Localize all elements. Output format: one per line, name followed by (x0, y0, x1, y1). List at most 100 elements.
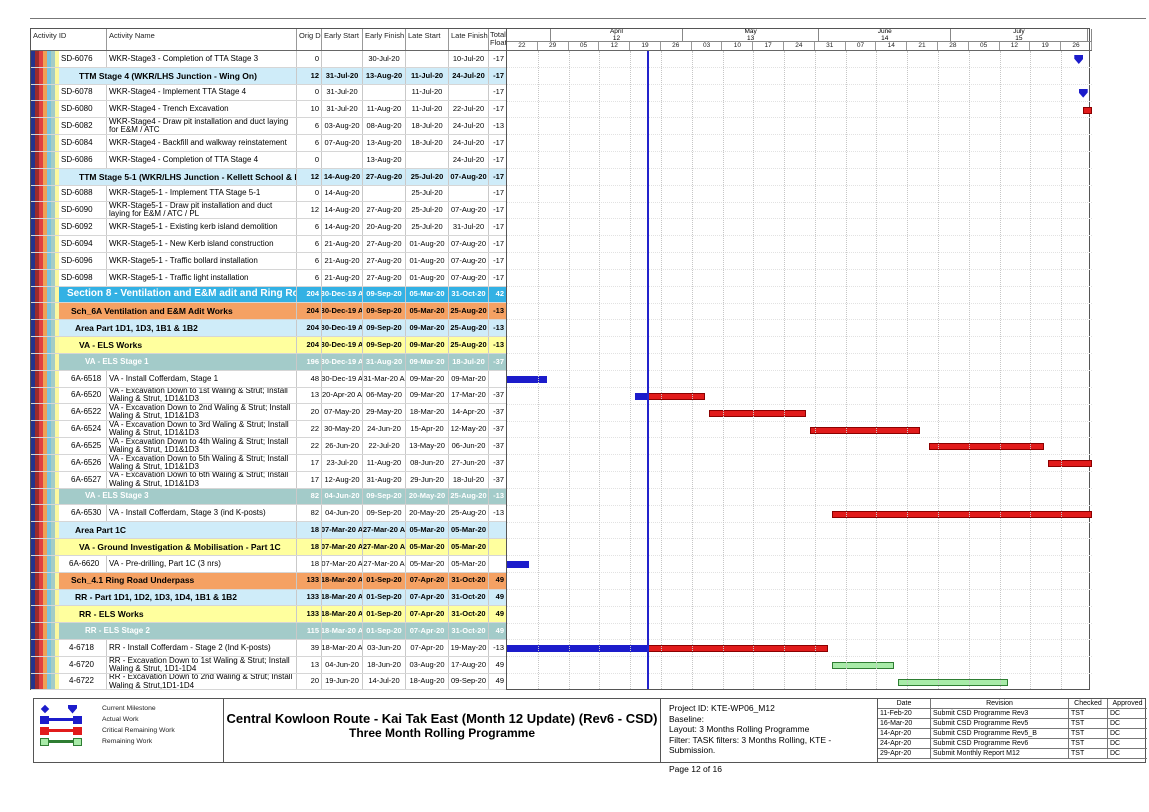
legend-item: Critical Remaining Work (40, 725, 223, 736)
value-cell: 07-Mar-20 A (322, 555, 363, 572)
gantt-row-separator (507, 83, 1092, 85)
value-cell: 17 (297, 471, 322, 488)
value-cell: 01-Sep-20 (363, 589, 406, 606)
value-cell: 6 (297, 236, 322, 252)
activity-id-cell: SD-6084 (59, 135, 107, 151)
value-cell: -17 (493, 255, 504, 265)
value-cell: -17 (493, 137, 504, 147)
wbs-color-stripes (31, 252, 59, 269)
value-cell: 17-Mar-20 (449, 387, 489, 404)
schedule-sheet: Activity ID Activity Name Orig Dur Early… (30, 28, 1092, 691)
wbs-color-stripes (31, 219, 59, 236)
wbs-color-stripes (31, 471, 59, 488)
band-row: RR - ELS Works 133 18-Mar-20 A 01-Sep-20 07-… (31, 606, 506, 624)
gantt-week-gridline (599, 51, 601, 689)
value-cell: -37 (493, 356, 504, 366)
value-cell: 07-Aug-20 (449, 168, 489, 185)
value-cell: 82 (297, 505, 322, 522)
value-cell: 27-Jun-20 (449, 454, 489, 471)
wbs-color-stripes (31, 589, 59, 606)
value-cell: 0 (297, 185, 322, 202)
programme-title-box: Central Kowloon Route - Kai Tak East (Mo… (224, 699, 661, 762)
value-cell (489, 539, 506, 555)
bar-line-icon (49, 718, 73, 721)
band-row: VA - ELS Stage 3 82 04-Jun-20 09-Sep-20 20-M… (31, 488, 506, 506)
activity-name-cell: WKR-Stage4 - Backfill and walkway reinst… (107, 135, 297, 151)
gantt-row-separator (507, 471, 1092, 473)
gantt-row-separator (507, 454, 1092, 456)
value-cell: 21-Aug-20 (322, 252, 363, 269)
activity-row: SD-6090 WKR-Stage5-1 - Draw pit installat… (31, 202, 506, 220)
timeline-week-tick: 19 (1030, 42, 1062, 50)
value-cell: 09-Sep-20 (363, 303, 406, 320)
value-cell: 10-Jul-20 (449, 51, 489, 67)
revision-cell: TST (1069, 749, 1108, 758)
activity-row: 6A-6520 VA - Excavation Down to 1st Walin… (31, 387, 506, 405)
value-cell: 25-Aug-20 (449, 320, 489, 337)
value-cell: 24-Jul-20 (449, 135, 489, 151)
value-cell: -37 (493, 390, 504, 400)
timeline-months-row: April 12 May 13 June 14 July 15 (507, 29, 1092, 42)
value-cell: 07-Apr-20 (406, 639, 449, 656)
project-info-line: Project ID: KTE-WP06_M12 (669, 703, 775, 713)
milestone-marker (1074, 55, 1084, 64)
value-cell: -17 (493, 70, 504, 80)
value-cell: 49 (495, 625, 504, 635)
value-cell: 05-Mar-20 (449, 522, 489, 539)
value-cell: 31-Aug-20 (363, 471, 406, 488)
revision-cell: 24-Apr-20 (878, 739, 931, 748)
revision-cell: DC (1110, 730, 1121, 737)
value-cell: 31-Jul-20 (322, 67, 363, 84)
bar-legend-icon (40, 726, 102, 736)
activity-name-cell: WKR-Stage5-1 - Traffic bollard installat… (107, 252, 297, 269)
gantt-week-gridline (630, 51, 632, 689)
timeline-month-june: June 14 (819, 29, 952, 41)
band-title: Section 8 - Ventilation and E&M adit and… (59, 286, 297, 303)
value-cell: -37 (493, 424, 504, 434)
value-cell: 13-Aug-20 (363, 67, 406, 84)
value-cell: 09-Mar-20 (406, 337, 449, 353)
activity-name-cell: WKR-Stage3 - Completion of TTA Stage 3 (107, 51, 297, 67)
value-cell: 30-Dec-19 A (322, 337, 363, 353)
value-cell: -17 (493, 272, 504, 282)
activity-id-cell: SD-6096 (59, 252, 107, 269)
gantt-bar-remaining (832, 662, 895, 670)
milestone-marker (1078, 88, 1088, 98)
activity-row: 4-6718 RR - Install Cofferdam - Stage 2 (… (31, 639, 506, 657)
value-cell: -17 (493, 87, 504, 97)
activity-row: 6A-6524 VA - Excavation Down to 3rd Walin… (31, 421, 506, 439)
wbs-color-stripes (31, 639, 59, 656)
value-cell: 14-Aug-20 (322, 219, 363, 236)
activity-row: SD-6094 WKR-Stage5-1 - New Kerb island co… (31, 236, 506, 253)
revision-header-row: Date Revision Checked Approved (878, 699, 1147, 709)
gantt-row-separator (507, 151, 1092, 153)
gantt-bar-actual (634, 392, 648, 400)
timeline-week-tick: 12 (1000, 42, 1031, 50)
value-cell: 13 (297, 387, 322, 404)
revision-cell: Submit CSD Programme Rev5_B (931, 729, 1069, 738)
wbs-color-stripes (31, 673, 59, 690)
legend-box: Current Milestone Actual Work Critical Rem… (34, 699, 224, 762)
value-cell: 25-Jul-20 (406, 185, 449, 202)
activity-row: 6A-6527 VA - Excavation Down to 6th Walin… (31, 471, 506, 489)
band-title: VA - ELS Stage 3 (59, 488, 297, 505)
revision-cell: TST (1069, 739, 1108, 748)
activity-row: SD-6084 WKR-Stage4 - Backfill and walkway… (31, 135, 506, 152)
activity-id-cell: 6A-6526 (59, 454, 107, 471)
value-cell: 06-May-20 (363, 387, 406, 404)
value-cell: 14-Jul-20 (363, 673, 406, 690)
timeline-weeks-row: 22 29 05 12 19 26 03 10 17 24 31 07 14 21 28 05 12 19 26 (507, 42, 1092, 51)
value-cell (489, 522, 506, 538)
gantt-week-gridline (784, 51, 786, 689)
value-cell: -13 (493, 121, 504, 131)
gantt-week-gridline (660, 51, 662, 689)
activity-row: 6A-6522 VA - Excavation Down to 2nd Walin… (31, 404, 506, 422)
value-cell: 07-Apr-20 (406, 606, 449, 623)
bar-end-icon (73, 726, 82, 735)
value-cell: 204 (297, 303, 322, 320)
band-row: RR - ELS Stage 2 115 18-Mar-20 A 01-Sep-20 0… (31, 623, 506, 640)
gantt-week-gridline (568, 51, 570, 689)
gantt-week-gridline (968, 51, 970, 689)
activity-name-cell: VA - Excavation Down to 1st Waling & Str… (107, 387, 297, 404)
gantt-row-separator (507, 588, 1092, 590)
